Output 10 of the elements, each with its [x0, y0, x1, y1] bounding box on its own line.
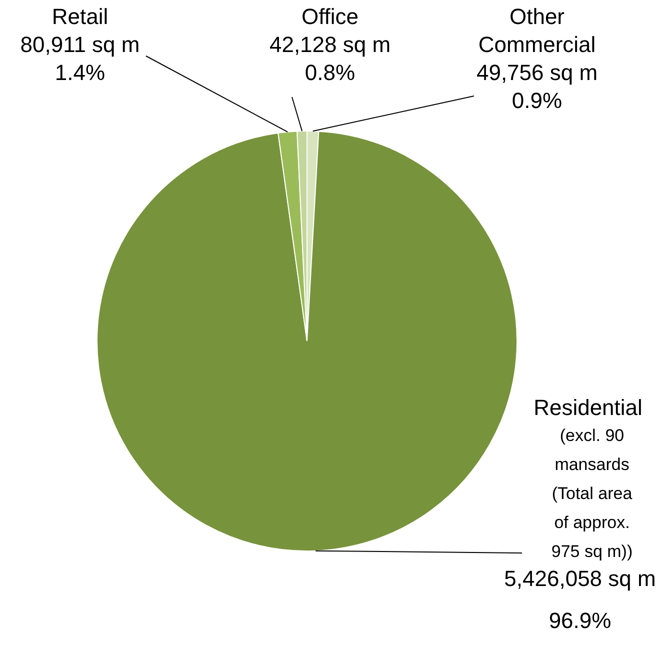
pie-slice	[96, 130, 518, 552]
data-label: 42,128 sq m 0.8%	[269, 32, 391, 85]
text: (excl. 90 mansards (Total area of approx. 975 sq m))	[551, 426, 633, 561]
data-label: 80,911 sq m 1.4%	[20, 32, 140, 85]
slice-label: Residential	[534, 395, 642, 420]
data-label: 5,426,058 sq m 96.9%	[504, 566, 656, 633]
slice-label: Office	[301, 4, 359, 29]
slice-label: Other Commercial	[478, 4, 596, 57]
data-label: 49,756 sq m 0.9%	[476, 60, 598, 113]
slice-label: Retail	[52, 4, 108, 29]
